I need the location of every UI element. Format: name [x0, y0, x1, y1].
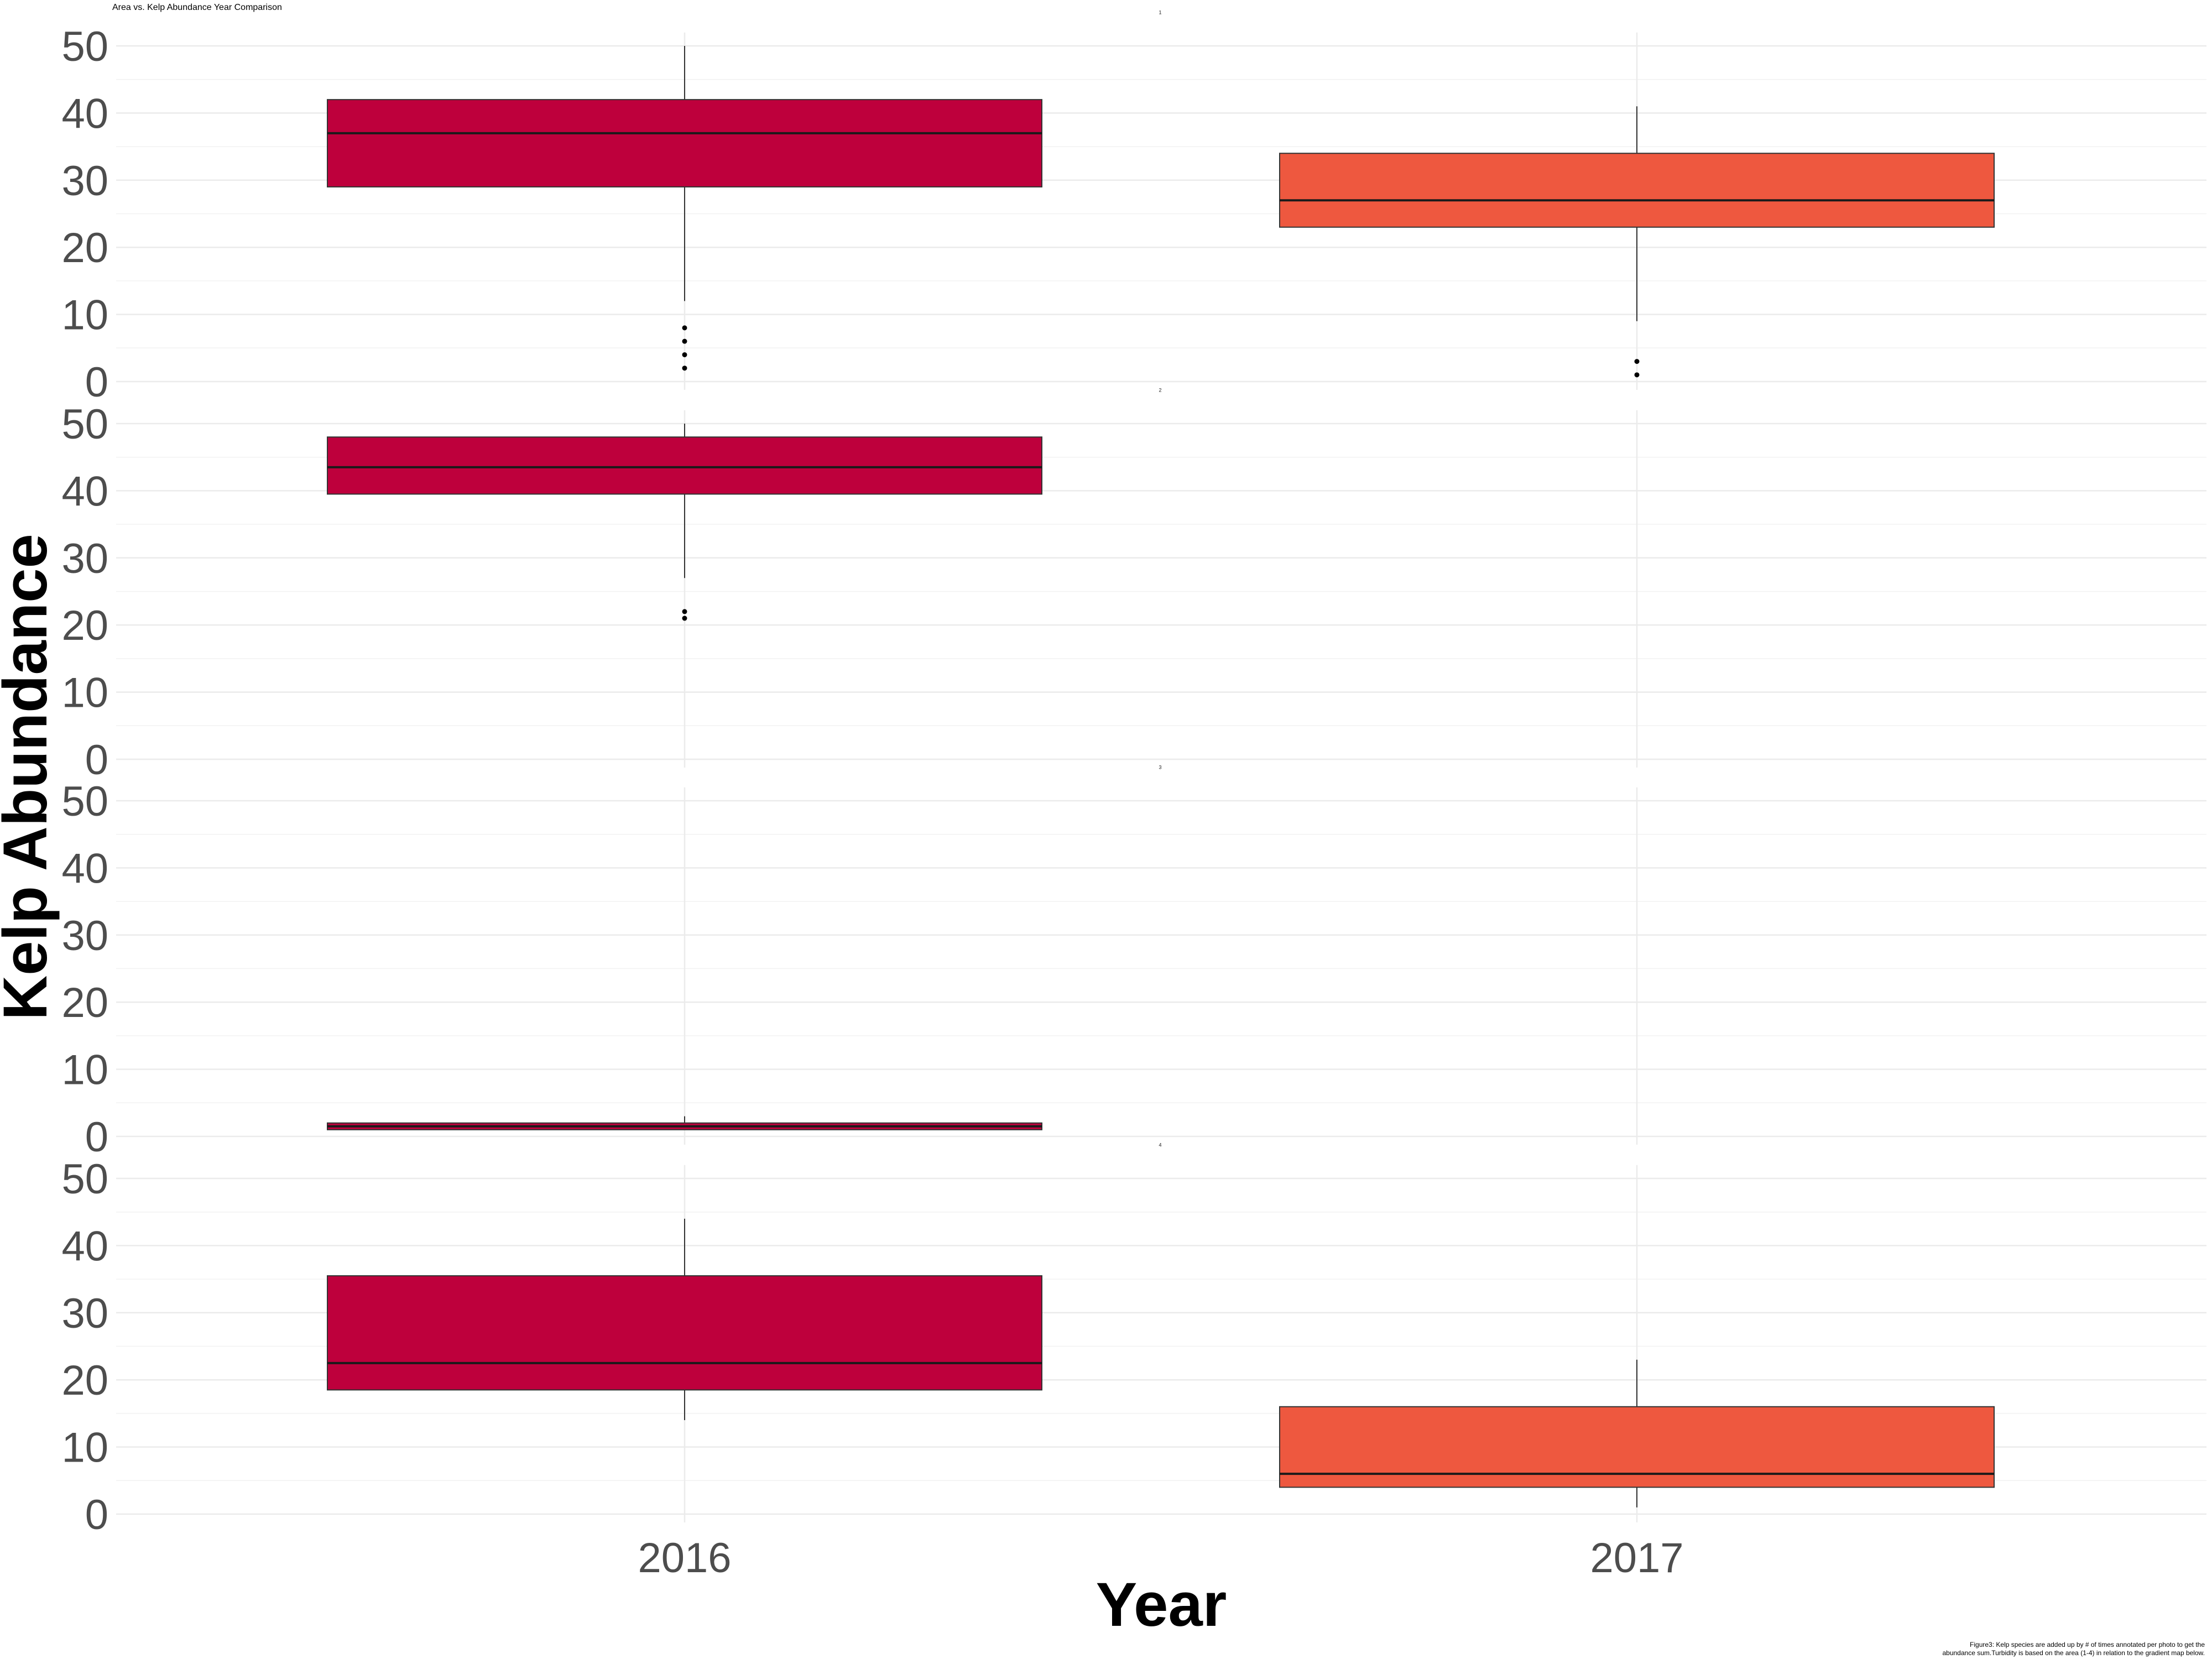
y-tick-label: 30 — [61, 912, 108, 959]
y-tick-label: 20 — [61, 602, 108, 649]
y-tick-label: 10 — [61, 1425, 108, 1472]
outlier-point — [682, 325, 687, 331]
panel-3: 0 10 20 30 40 50 3 — [61, 765, 2206, 1161]
box-2016 — [327, 46, 1042, 371]
outlier-point — [682, 609, 687, 614]
outlier-point — [682, 338, 687, 344]
outlier-point — [682, 352, 687, 357]
x-tick-label: 2016 — [638, 1535, 731, 1582]
panel-strip-label: 4 — [1159, 1142, 1161, 1148]
y-tick-label: 10 — [61, 292, 108, 339]
box-iqr — [327, 436, 1042, 495]
y-tick-label: 10 — [61, 670, 108, 717]
y-tick-label: 50 — [61, 1156, 108, 1203]
y-tick-label: 30 — [61, 535, 108, 582]
y-tick-label: 50 — [61, 401, 108, 448]
x-tick-label: 2017 — [1590, 1535, 1683, 1582]
box-2016 — [327, 1218, 1042, 1421]
y-tick-label: 30 — [61, 1290, 108, 1337]
y-tick-label: 40 — [61, 468, 108, 515]
x-axis-label: Year — [1096, 1570, 1227, 1639]
y-tick-label: 10 — [61, 1047, 108, 1094]
y-tick-label: 20 — [61, 225, 108, 272]
y-tick-label: 50 — [61, 778, 108, 825]
y-tick-label: 0 — [85, 737, 108, 784]
chart-title: Area vs. Kelp Abundance Year Comparison — [112, 3, 282, 12]
panel-strip-label: 3 — [1159, 765, 1161, 770]
box-2017 — [1279, 1359, 1995, 1507]
panel-strip-label: 2 — [1159, 388, 1161, 393]
box-2016 — [327, 1116, 1042, 1130]
panel-strip-label: 1 — [1159, 10, 1161, 15]
y-tick-label: 40 — [61, 90, 108, 137]
y-tick-label: 30 — [61, 158, 108, 205]
y-tick-label: 40 — [61, 845, 108, 892]
y-tick-label: 20 — [61, 1357, 108, 1404]
outlier-point — [682, 366, 687, 371]
y-tick-label: 0 — [85, 359, 108, 406]
box-iqr — [327, 99, 1042, 187]
panel-4: 0 10 20 30 40 50 4 — [61, 1142, 2206, 1538]
box-2017 — [1279, 106, 1995, 378]
y-tick-label: 50 — [61, 23, 108, 70]
panel-1: 0 10 20 30 40 50 1 — [61, 10, 2206, 406]
outlier-point — [682, 615, 687, 621]
box-2016 — [327, 424, 1042, 621]
box-iqr — [1279, 153, 1995, 228]
caption-line-1: Figure3: Kelp species are added up by # … — [1970, 1641, 2205, 1648]
y-tick-label: 0 — [85, 1114, 108, 1161]
outlier-point — [1634, 372, 1640, 378]
y-tick-label: 20 — [61, 979, 108, 1026]
y-axis-label: Kelp Abundance — [0, 534, 60, 1020]
box-iqr — [327, 1275, 1042, 1391]
outlier-point — [1634, 359, 1640, 364]
y-tick-label: 0 — [85, 1491, 108, 1538]
caption-line-2: abundance sum.Turbidity is based on the … — [1942, 1649, 2205, 1657]
panel-2: 0 10 20 30 40 50 2 — [61, 388, 2206, 784]
box-iqr — [1279, 1406, 1995, 1488]
panels: 0102030405010102030405020102030405030102… — [61, 10, 2206, 1582]
y-tick-label: 40 — [61, 1223, 108, 1270]
